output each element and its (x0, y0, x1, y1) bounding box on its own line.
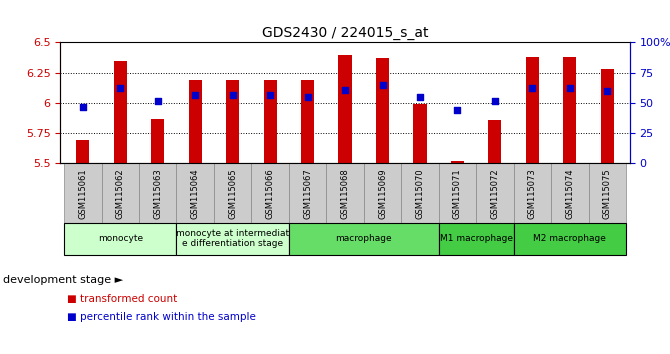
FancyBboxPatch shape (439, 164, 476, 223)
Bar (76, 141, 89, 164)
Bar (338, 55, 352, 164)
Text: GSM115062: GSM115062 (116, 168, 125, 219)
Bar (226, 80, 239, 164)
Text: GSM115072: GSM115072 (490, 168, 499, 219)
Bar (413, 104, 427, 164)
FancyBboxPatch shape (401, 164, 439, 223)
Text: GSM115067: GSM115067 (303, 168, 312, 219)
FancyBboxPatch shape (439, 223, 514, 255)
Point (152, 98, 163, 103)
Bar (263, 80, 277, 164)
FancyBboxPatch shape (551, 164, 588, 223)
Text: GSM115068: GSM115068 (340, 168, 350, 219)
FancyBboxPatch shape (364, 164, 401, 223)
FancyBboxPatch shape (102, 164, 139, 223)
Text: GSM115066: GSM115066 (265, 168, 275, 219)
Text: GSM115065: GSM115065 (228, 168, 237, 219)
Bar (451, 161, 464, 164)
Text: GSM115074: GSM115074 (565, 168, 574, 219)
Point (78, 104, 88, 109)
Text: M2 macrophage: M2 macrophage (533, 234, 606, 243)
Text: ■ percentile rank within the sample: ■ percentile rank within the sample (67, 312, 256, 322)
Point (377, 82, 388, 88)
FancyBboxPatch shape (476, 164, 514, 223)
FancyBboxPatch shape (64, 164, 102, 223)
Text: GSM115070: GSM115070 (415, 168, 425, 219)
FancyBboxPatch shape (64, 223, 176, 255)
Text: GSM115075: GSM115075 (603, 168, 612, 219)
Point (340, 87, 350, 92)
Text: monocyte at intermediat
e differentiation stage: monocyte at intermediat e differentiatio… (176, 229, 289, 249)
Point (415, 94, 425, 100)
Bar (151, 119, 164, 164)
Bar (526, 57, 539, 164)
Title: GDS2430 / 224015_s_at: GDS2430 / 224015_s_at (262, 26, 428, 40)
Point (190, 92, 200, 97)
Bar (301, 80, 314, 164)
FancyBboxPatch shape (289, 223, 439, 255)
Text: GSM115071: GSM115071 (453, 168, 462, 219)
FancyBboxPatch shape (176, 164, 214, 223)
Point (115, 86, 125, 91)
Bar (114, 61, 127, 164)
FancyBboxPatch shape (251, 164, 289, 223)
Bar (189, 80, 202, 164)
Point (452, 107, 463, 113)
Bar (488, 120, 501, 164)
FancyBboxPatch shape (214, 164, 251, 223)
FancyBboxPatch shape (326, 164, 364, 223)
Text: ■ transformed count: ■ transformed count (67, 294, 178, 304)
Point (602, 88, 612, 94)
FancyBboxPatch shape (289, 164, 326, 223)
Text: macrophage: macrophage (336, 234, 392, 243)
Point (565, 86, 576, 91)
Bar (563, 57, 576, 164)
FancyBboxPatch shape (514, 164, 551, 223)
Text: GSM115069: GSM115069 (378, 168, 387, 219)
Text: GSM115063: GSM115063 (153, 168, 162, 219)
Bar (376, 58, 389, 164)
Text: M1 macrophage: M1 macrophage (440, 234, 513, 243)
Text: GSM115061: GSM115061 (78, 168, 87, 219)
FancyBboxPatch shape (176, 223, 289, 255)
Point (265, 92, 275, 97)
Text: GSM115073: GSM115073 (528, 168, 537, 219)
Bar (601, 69, 614, 164)
Point (227, 92, 238, 97)
FancyBboxPatch shape (588, 164, 626, 223)
Point (490, 98, 500, 103)
Point (302, 94, 313, 100)
Text: GSM115064: GSM115064 (191, 168, 200, 219)
FancyBboxPatch shape (139, 164, 176, 223)
FancyBboxPatch shape (514, 223, 626, 255)
Text: development stage ►: development stage ► (3, 275, 123, 285)
Text: monocyte: monocyte (98, 234, 143, 243)
Point (527, 86, 538, 91)
